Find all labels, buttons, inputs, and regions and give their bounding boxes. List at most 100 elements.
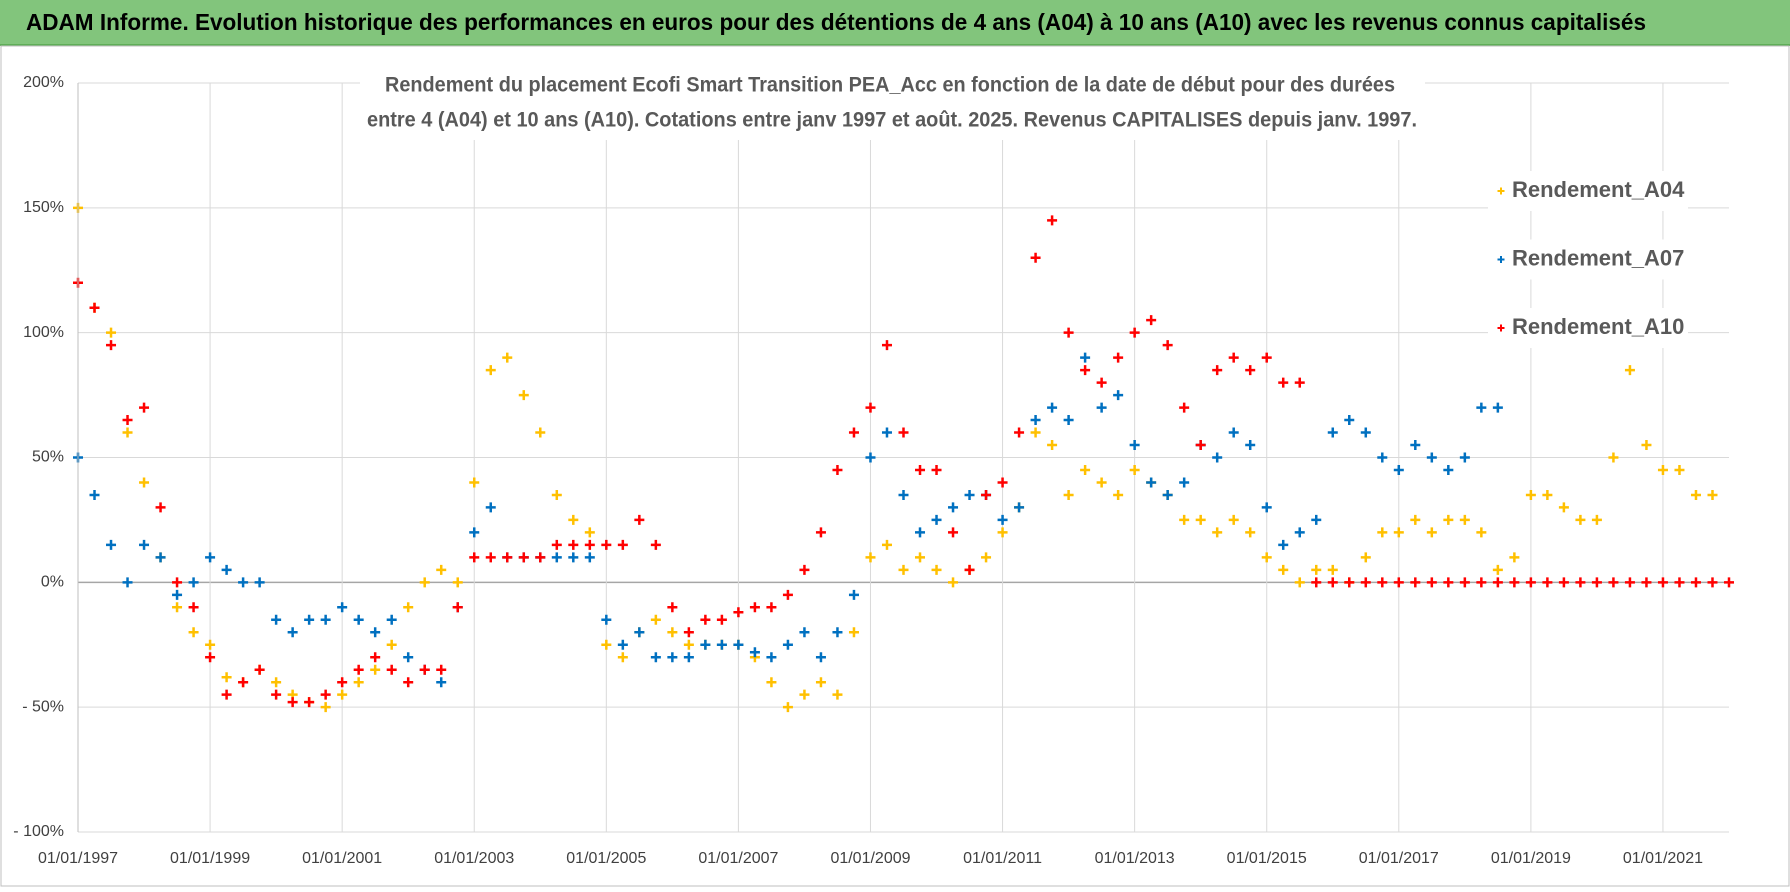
point [1030, 252, 1041, 263]
point [948, 527, 959, 538]
axes: 200% 150% 100% 50% 0% - 50% - 100% 01/01/1997 01… [13, 74, 1703, 867]
legend-marker [1497, 256, 1505, 263]
point [584, 539, 595, 550]
chart-subtitle: Rendement du placement Ecofi Smart Trans… [385, 74, 1395, 97]
point [205, 552, 216, 563]
point [1476, 527, 1487, 538]
point [238, 577, 249, 588]
point [518, 390, 529, 401]
point [1724, 577, 1734, 588]
point [155, 502, 166, 513]
point [502, 352, 513, 363]
point [254, 664, 265, 675]
point [1509, 577, 1520, 588]
point [1327, 564, 1338, 575]
point [766, 602, 777, 613]
point [1146, 315, 1157, 326]
point [1657, 464, 1668, 475]
point [881, 539, 892, 550]
point [1641, 577, 1652, 588]
point [634, 627, 645, 638]
point [568, 552, 579, 563]
point [1674, 464, 1685, 475]
point [915, 464, 926, 475]
point [1294, 577, 1305, 588]
point [106, 327, 117, 338]
point [1047, 440, 1058, 451]
point [1063, 489, 1074, 500]
point [1624, 365, 1635, 376]
point [1476, 402, 1487, 413]
point [1542, 577, 1553, 588]
point [89, 489, 100, 500]
point [1195, 440, 1206, 451]
point [568, 539, 579, 550]
point [1575, 514, 1586, 525]
y-tick-label: 200% [23, 74, 64, 91]
point [881, 340, 892, 351]
point [832, 689, 843, 700]
point [931, 514, 942, 525]
point [386, 639, 397, 650]
point [1245, 440, 1256, 451]
point [700, 639, 711, 650]
point [1641, 440, 1652, 451]
point [997, 527, 1008, 538]
point [815, 527, 826, 538]
point [452, 577, 463, 588]
point [551, 489, 562, 500]
point [469, 527, 480, 538]
x-tick-label: 01/01/2021 [1623, 850, 1703, 867]
legend-backdrop [1488, 239, 1688, 280]
point [1393, 577, 1404, 588]
point [254, 577, 265, 588]
point [1443, 514, 1454, 525]
legend: Rendement_A04 Rendement_A07 Rendement_A10 [1488, 171, 1688, 348]
point [667, 627, 678, 638]
point [948, 502, 959, 513]
point [370, 627, 381, 638]
point [1063, 327, 1074, 338]
point [1542, 489, 1553, 500]
point [535, 552, 546, 563]
x-tick-label: 01/01/2005 [566, 850, 646, 867]
legend-backdrop [1488, 171, 1688, 211]
point [1426, 527, 1437, 538]
point [1030, 415, 1041, 426]
point [766, 652, 777, 663]
point [981, 552, 992, 563]
point [1327, 427, 1338, 438]
x-tick-label: 01/01/2013 [1095, 850, 1175, 867]
point [716, 639, 727, 650]
point [617, 539, 628, 550]
point [386, 614, 397, 625]
point [1063, 415, 1074, 426]
point [584, 527, 595, 538]
point [1129, 464, 1140, 475]
point [535, 427, 546, 438]
point [172, 589, 183, 600]
y-tick-label: - 50% [22, 698, 64, 715]
point [865, 552, 876, 563]
point [815, 652, 826, 663]
point [915, 527, 926, 538]
point [304, 697, 315, 708]
point [1245, 365, 1256, 376]
point [1245, 527, 1256, 538]
point [650, 614, 661, 625]
point [1393, 527, 1404, 538]
point [1014, 427, 1025, 438]
point [1113, 489, 1124, 500]
point [436, 564, 447, 575]
point [1278, 539, 1289, 550]
point [799, 564, 810, 575]
point [1690, 577, 1701, 588]
point [1047, 402, 1058, 413]
point [353, 614, 364, 625]
point [1294, 377, 1305, 388]
point [1179, 402, 1190, 413]
point [1608, 452, 1619, 463]
point [683, 639, 694, 650]
point [287, 627, 298, 638]
point [452, 602, 463, 613]
